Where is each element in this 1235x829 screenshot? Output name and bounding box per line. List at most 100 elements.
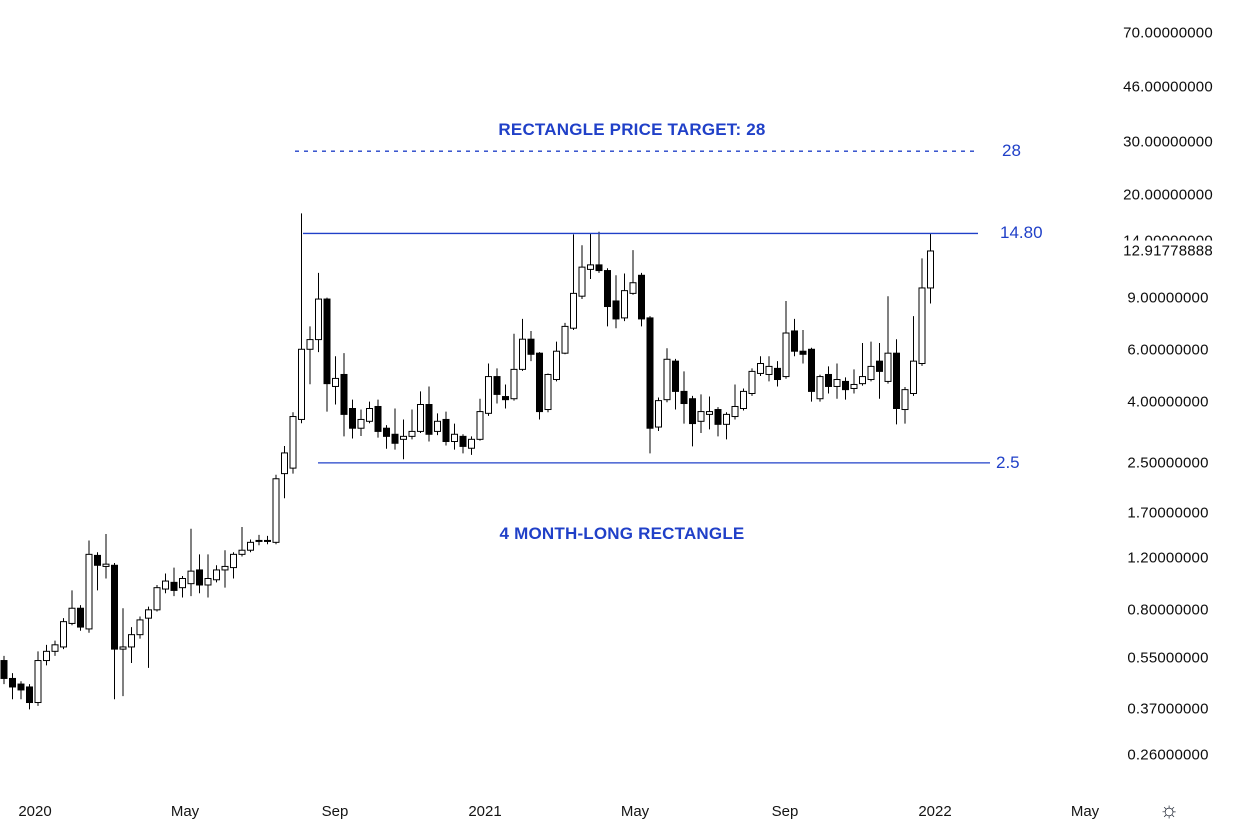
candle bbox=[442, 411, 450, 446]
candle bbox=[621, 273, 628, 322]
candle bbox=[77, 605, 84, 631]
candle bbox=[536, 352, 543, 420]
candle bbox=[859, 343, 866, 386]
candle bbox=[850, 369, 858, 394]
candle bbox=[408, 409, 416, 440]
candle bbox=[26, 684, 33, 710]
candle bbox=[714, 407, 722, 437]
candle bbox=[918, 258, 926, 366]
candle bbox=[94, 552, 101, 591]
candle bbox=[561, 322, 569, 355]
candle bbox=[553, 341, 560, 382]
candle bbox=[816, 374, 824, 402]
candle bbox=[884, 296, 892, 384]
candle bbox=[782, 300, 790, 379]
candle bbox=[281, 445, 288, 499]
candle bbox=[655, 397, 662, 432]
candle bbox=[680, 371, 688, 424]
candle bbox=[502, 384, 509, 409]
candle bbox=[51, 640, 59, 656]
candle bbox=[629, 250, 637, 295]
candle bbox=[153, 584, 161, 612]
candle bbox=[187, 528, 195, 597]
candle bbox=[306, 326, 314, 385]
candle bbox=[663, 348, 671, 403]
candle bbox=[162, 573, 169, 594]
candle bbox=[476, 398, 484, 441]
sun-icon[interactable]: ☼ bbox=[1159, 797, 1180, 822]
candle bbox=[0, 655, 8, 685]
candle bbox=[646, 316, 654, 454]
candle bbox=[799, 330, 807, 364]
candle bbox=[731, 384, 739, 420]
candle bbox=[179, 575, 186, 598]
candle bbox=[145, 606, 152, 668]
candle bbox=[374, 399, 382, 438]
candle bbox=[434, 413, 441, 436]
candle bbox=[272, 474, 280, 545]
candle bbox=[638, 272, 645, 327]
candle bbox=[43, 644, 50, 666]
candle bbox=[791, 318, 798, 357]
candle bbox=[833, 363, 841, 399]
candle bbox=[697, 394, 705, 434]
candle bbox=[825, 366, 832, 394]
candle bbox=[17, 681, 25, 700]
candle bbox=[459, 434, 467, 454]
candle bbox=[493, 368, 501, 404]
candle bbox=[527, 330, 535, 362]
candle bbox=[298, 213, 305, 424]
candle bbox=[910, 316, 917, 396]
candle bbox=[723, 412, 730, 440]
candle bbox=[765, 356, 773, 382]
candle bbox=[255, 534, 263, 546]
candle bbox=[264, 535, 271, 545]
candle bbox=[774, 361, 781, 387]
candle bbox=[230, 552, 237, 579]
candle bbox=[119, 608, 127, 697]
candle bbox=[595, 231, 603, 273]
candle bbox=[510, 333, 518, 401]
candle bbox=[315, 272, 322, 353]
candle bbox=[451, 423, 458, 450]
candle bbox=[349, 399, 356, 439]
candle bbox=[204, 554, 212, 598]
candle bbox=[876, 343, 883, 399]
candle bbox=[468, 436, 475, 455]
candle bbox=[927, 233, 934, 304]
candle bbox=[485, 363, 492, 416]
candle bbox=[901, 387, 909, 424]
candle bbox=[68, 590, 76, 626]
candle bbox=[417, 391, 424, 434]
candle bbox=[570, 234, 577, 331]
candle bbox=[672, 358, 679, 410]
candle bbox=[383, 425, 390, 449]
candle bbox=[323, 297, 331, 412]
candle bbox=[111, 563, 118, 700]
candle bbox=[340, 353, 348, 437]
candle bbox=[689, 395, 696, 447]
candle bbox=[9, 673, 16, 700]
candle bbox=[578, 245, 586, 300]
candle bbox=[757, 356, 764, 377]
candle bbox=[85, 540, 93, 633]
candle bbox=[213, 565, 220, 583]
candle bbox=[391, 408, 399, 450]
candle bbox=[400, 419, 407, 460]
candle bbox=[893, 339, 900, 425]
candle bbox=[34, 651, 42, 706]
candle bbox=[808, 347, 815, 402]
candle bbox=[238, 527, 246, 557]
candle bbox=[366, 401, 373, 424]
candle bbox=[740, 388, 747, 411]
candle bbox=[544, 373, 552, 413]
candle bbox=[128, 627, 135, 663]
candle bbox=[221, 550, 229, 588]
candle bbox=[136, 616, 144, 639]
candle bbox=[60, 618, 67, 650]
candle bbox=[289, 412, 297, 474]
candle bbox=[425, 386, 433, 442]
candle bbox=[842, 377, 849, 400]
